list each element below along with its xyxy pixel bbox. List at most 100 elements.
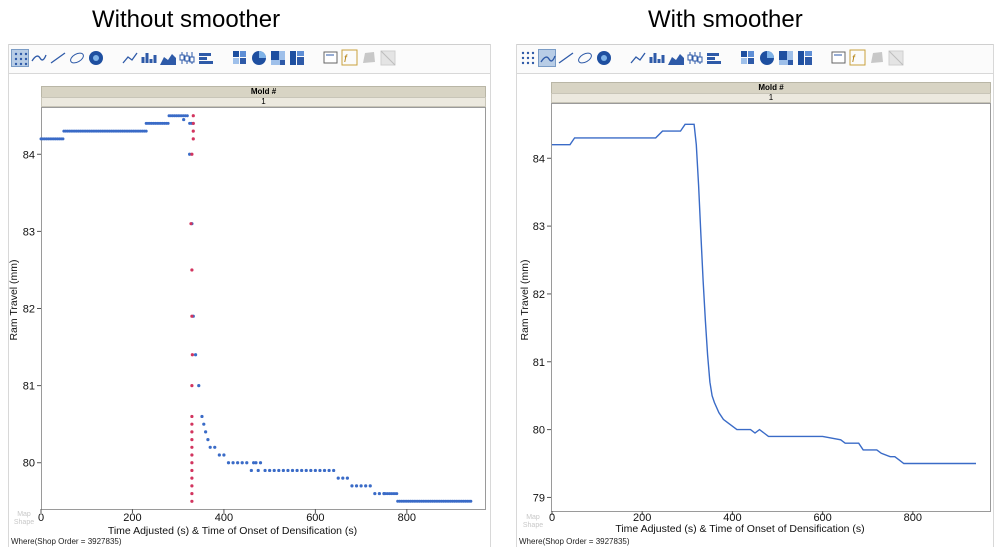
blank-icon[interactable] bbox=[379, 49, 397, 67]
data-point bbox=[236, 461, 240, 465]
x-tick-label: 200 bbox=[633, 512, 651, 524]
line-of-fit-icon[interactable] bbox=[557, 49, 575, 67]
treemap-icon[interactable] bbox=[777, 49, 795, 67]
data-point bbox=[364, 484, 368, 488]
mosaic-icon[interactable] bbox=[288, 49, 306, 67]
right-graph-panel: f Mold # 1 Map Shape Where(Shop Order = … bbox=[516, 44, 994, 547]
data-point bbox=[190, 491, 194, 496]
data-point bbox=[200, 414, 204, 419]
left-plot-frame[interactable] bbox=[41, 107, 486, 510]
data-point bbox=[213, 445, 217, 449]
x-tick-label: 400 bbox=[215, 512, 233, 524]
data-point bbox=[191, 114, 195, 118]
points-icon[interactable] bbox=[11, 49, 29, 67]
data-point bbox=[190, 353, 194, 357]
smoother-icon[interactable] bbox=[30, 49, 48, 67]
box-plot-icon[interactable] bbox=[686, 49, 704, 67]
right-toolbar: f bbox=[517, 44, 993, 74]
where-clause: Where(Shop Order = 3927835) bbox=[519, 537, 630, 546]
map-shape-icon[interactable] bbox=[868, 49, 886, 67]
data-point bbox=[226, 461, 231, 465]
data-point bbox=[231, 461, 235, 465]
line-icon[interactable] bbox=[629, 49, 647, 67]
data-point bbox=[190, 453, 194, 457]
data-point bbox=[190, 476, 194, 480]
histogram-icon[interactable] bbox=[197, 49, 215, 67]
y-axis-label: Ram Travel (mm) bbox=[519, 259, 531, 340]
ellipse-icon[interactable] bbox=[576, 49, 594, 67]
data-point bbox=[190, 384, 194, 388]
data-point bbox=[281, 468, 285, 473]
treemap-icon[interactable] bbox=[269, 49, 287, 67]
area-icon[interactable] bbox=[159, 49, 177, 67]
line-icon[interactable] bbox=[121, 49, 139, 67]
bar-icon[interactable] bbox=[140, 49, 158, 67]
data-point bbox=[240, 461, 244, 465]
y-tick-label: 81 bbox=[23, 381, 35, 393]
caption-icon[interactable] bbox=[830, 49, 848, 67]
bar-icon[interactable] bbox=[648, 49, 666, 67]
data-point bbox=[258, 461, 263, 465]
map-shape-zone[interactable]: Map Shape bbox=[520, 514, 546, 530]
contour-icon[interactable] bbox=[595, 49, 613, 67]
contour-icon[interactable] bbox=[87, 49, 105, 67]
data-point bbox=[373, 491, 377, 496]
group-value: 1 bbox=[41, 97, 486, 107]
map-shape-icon[interactable] bbox=[360, 49, 378, 67]
x-axis-label: Time Adjusted (s) & Time of Onset of Den… bbox=[108, 525, 357, 537]
area-icon[interactable] bbox=[667, 49, 685, 67]
data-point bbox=[268, 468, 272, 473]
x-tick-label: 600 bbox=[306, 512, 324, 524]
ellipse-icon[interactable] bbox=[68, 49, 86, 67]
y-tick-label: 80 bbox=[23, 458, 35, 470]
data-point bbox=[322, 468, 327, 473]
data-point bbox=[191, 121, 195, 126]
data-point bbox=[332, 468, 336, 473]
data-point bbox=[256, 468, 260, 473]
data-point bbox=[190, 152, 194, 156]
data-point bbox=[354, 484, 359, 488]
data-point bbox=[300, 468, 304, 473]
box-plot-icon[interactable] bbox=[178, 49, 196, 67]
data-point bbox=[185, 114, 189, 118]
line-of-fit-icon[interactable] bbox=[49, 49, 67, 67]
heatmap-icon[interactable] bbox=[231, 49, 249, 67]
right-chart-title: With smoother bbox=[648, 6, 803, 33]
data-point bbox=[190, 314, 194, 318]
right-plot-frame[interactable] bbox=[551, 103, 991, 512]
x-tick-label: 0 bbox=[38, 512, 44, 524]
data-point bbox=[359, 484, 363, 488]
data-point bbox=[277, 468, 281, 473]
data-point bbox=[166, 121, 170, 125]
data-point bbox=[191, 129, 195, 133]
mosaic-icon[interactable] bbox=[796, 49, 814, 67]
data-point bbox=[190, 430, 194, 434]
caption-icon[interactable] bbox=[322, 49, 340, 67]
data-point bbox=[144, 129, 148, 133]
y-tick-label: 84 bbox=[533, 153, 545, 165]
data-point bbox=[193, 353, 198, 357]
data-point bbox=[222, 453, 226, 457]
data-point bbox=[206, 437, 210, 442]
data-point bbox=[286, 468, 290, 473]
formula-icon[interactable]: f bbox=[849, 49, 867, 67]
pie-icon[interactable] bbox=[758, 49, 776, 67]
pie-icon[interactable] bbox=[250, 49, 268, 67]
y-tick-label: 82 bbox=[23, 304, 35, 316]
map-shape-zone[interactable]: Map Shape bbox=[11, 511, 37, 527]
y-tick-label: 83 bbox=[23, 226, 35, 238]
svg-text:f: f bbox=[852, 54, 856, 65]
y-tick-label: 84 bbox=[23, 149, 35, 161]
histogram-icon[interactable] bbox=[705, 49, 723, 67]
blank-icon[interactable] bbox=[887, 49, 905, 67]
points-icon[interactable] bbox=[519, 49, 537, 67]
heatmap-icon[interactable] bbox=[739, 49, 757, 67]
smoother-line bbox=[552, 123, 976, 465]
formula-icon[interactable]: f bbox=[341, 49, 359, 67]
data-point bbox=[191, 137, 195, 141]
y-tick-label: 79 bbox=[533, 492, 545, 504]
x-tick-label: 200 bbox=[123, 512, 141, 524]
smoother-icon[interactable] bbox=[538, 49, 556, 67]
data-point bbox=[190, 414, 194, 419]
svg-text:f: f bbox=[344, 54, 348, 65]
